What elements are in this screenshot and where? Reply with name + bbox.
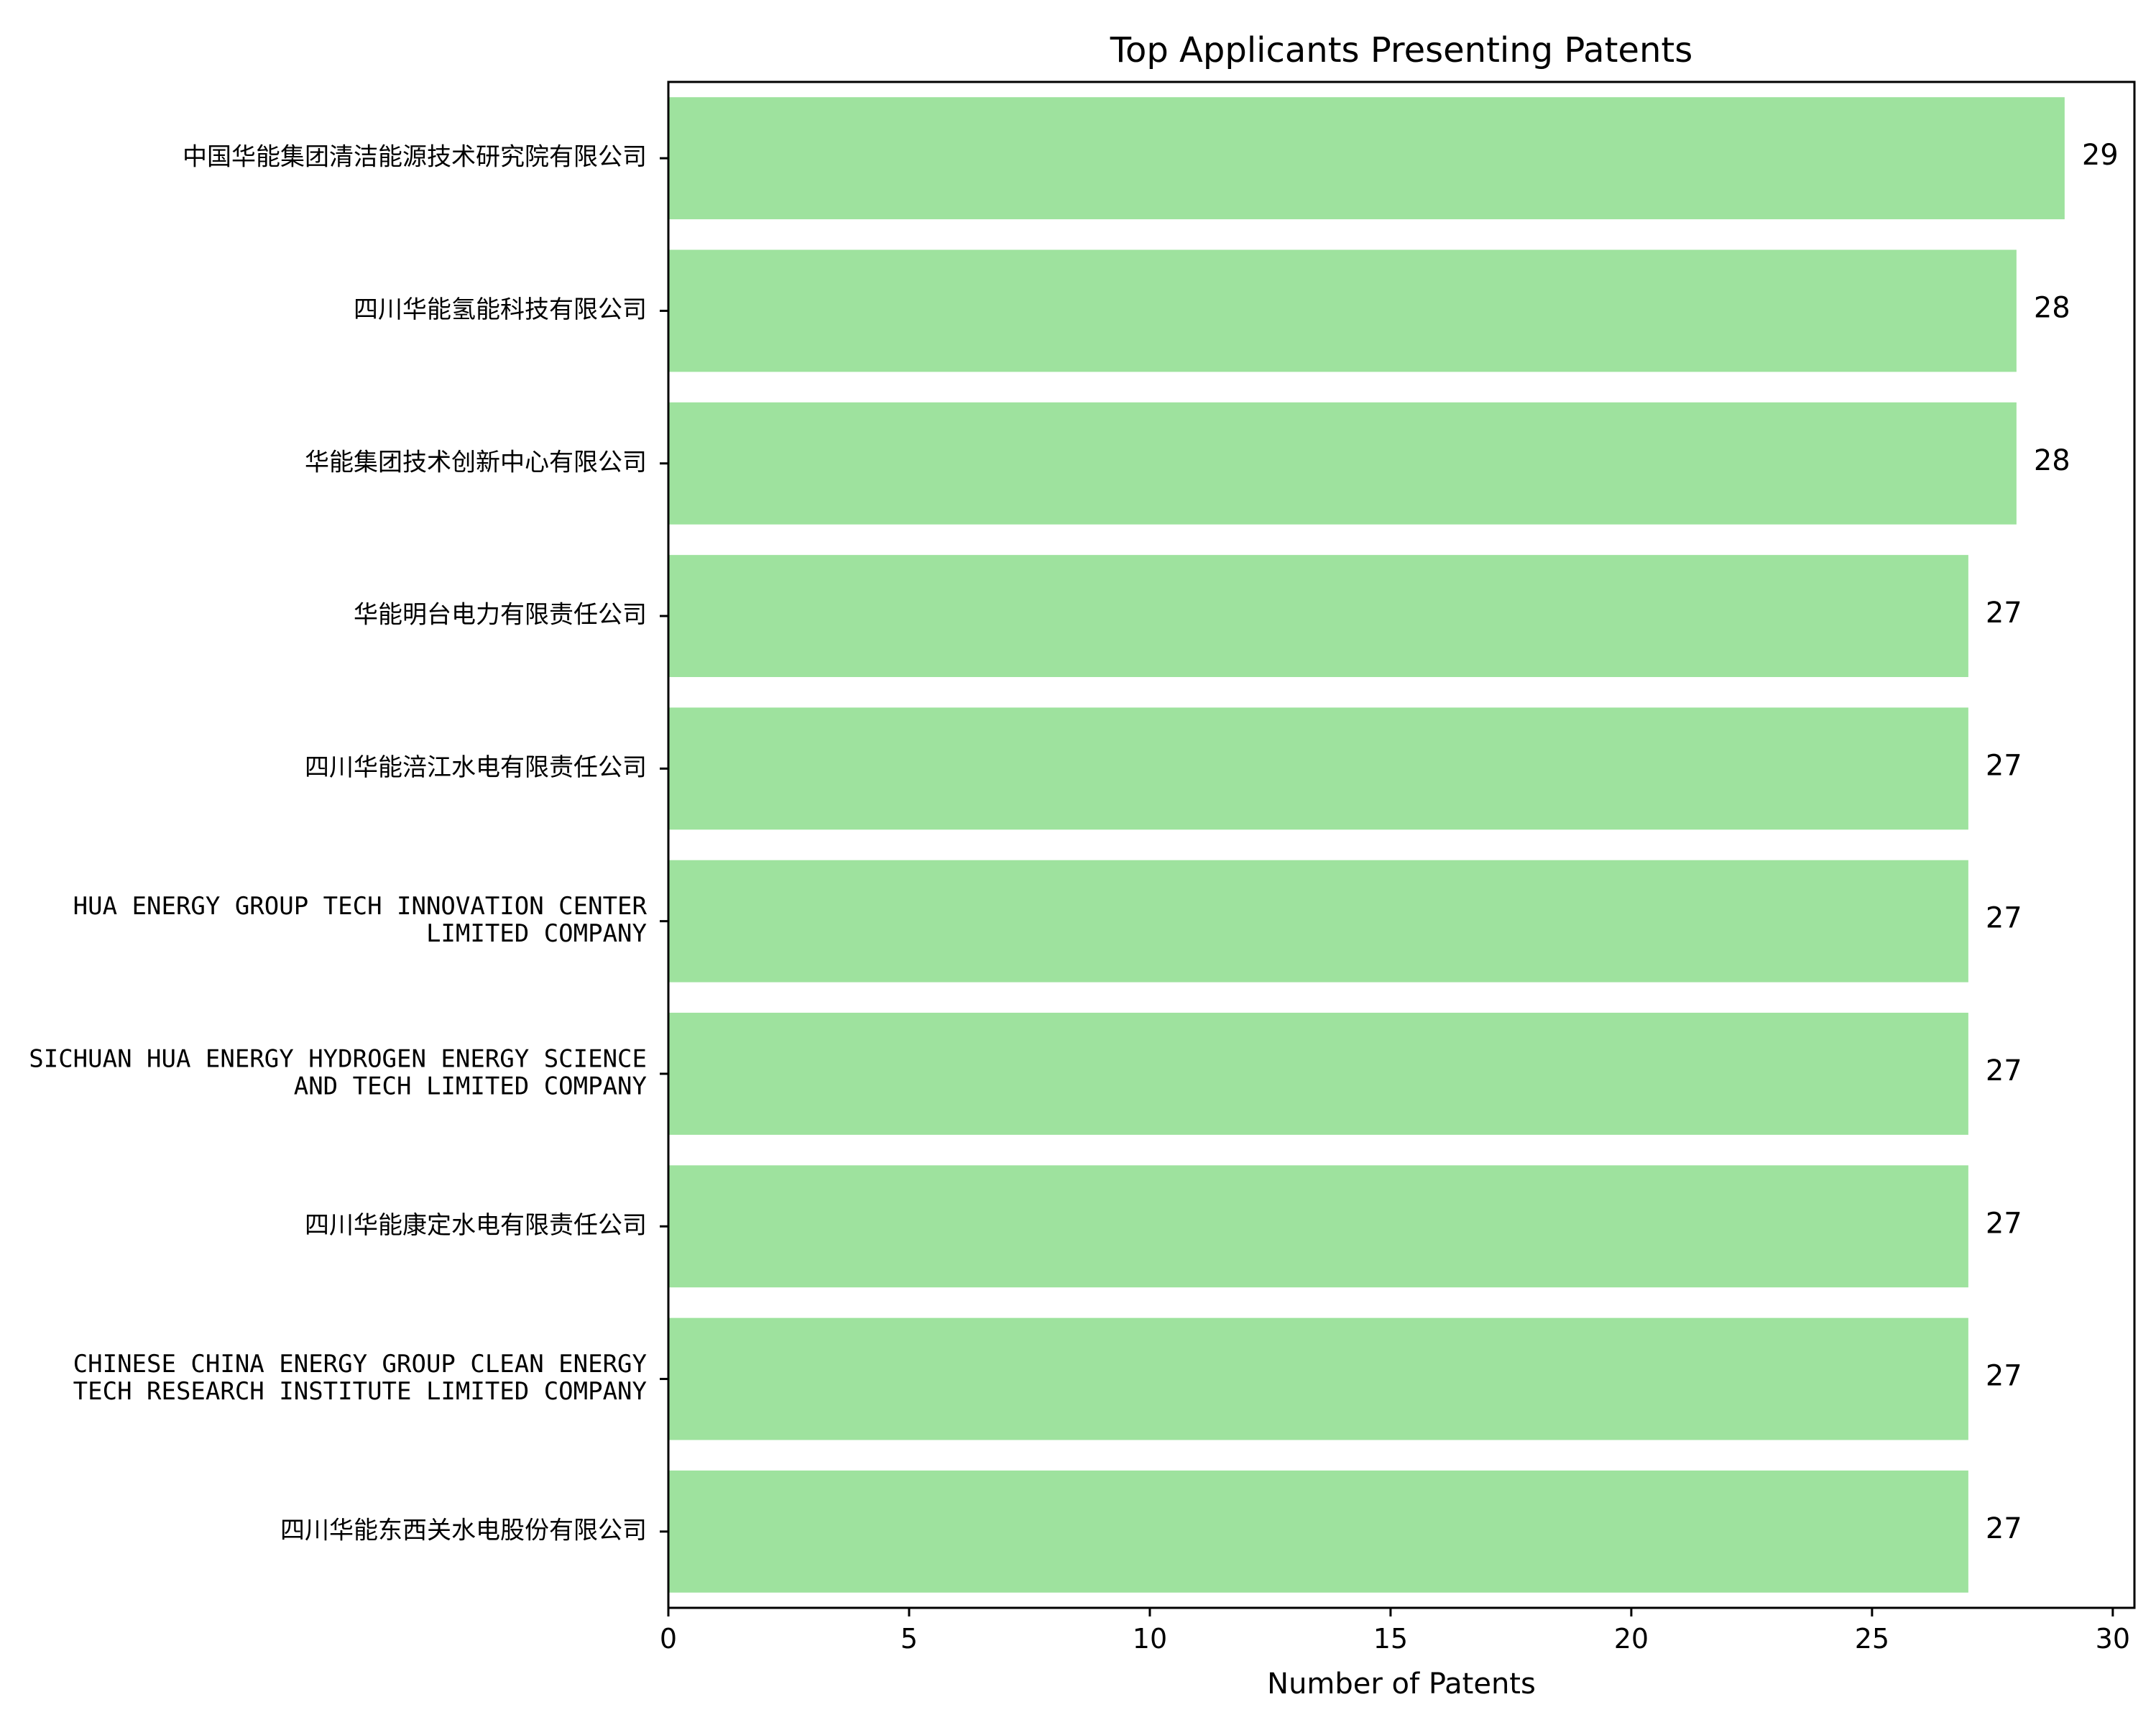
x-axis-ticks: 0 5 10 15 20 25 30 [660, 1608, 2130, 1655]
data-label-7: 27 [1986, 1054, 2022, 1087]
x-tick-label-25: 25 [1855, 1623, 1889, 1655]
data-label-1: 29 [2082, 139, 2119, 172]
bar-10 [668, 1471, 1968, 1593]
chart-title: Top Applicants Presenting Patents [1110, 30, 1692, 70]
category-label-4: 华能明台电力有限责任公司 [354, 601, 647, 630]
data-label-5: 27 [1986, 749, 2022, 782]
category-label-6: HUA ENERGY GROUP TECH INNOVATION CENTERL… [73, 892, 648, 948]
category-label-5: 四川华能涪江水电有限责任公司 [305, 753, 647, 782]
data-label-8: 27 [1986, 1207, 2022, 1240]
category-label-9: CHINESE CHINA ENERGY GROUP CLEAN ENERGYT… [73, 1350, 647, 1406]
data-label-2: 28 [2034, 291, 2070, 324]
bar-5 [668, 707, 1968, 829]
category-label-10: 四川华能东西关水电股份有限公司 [280, 1516, 647, 1545]
data-label-9: 27 [1986, 1360, 2022, 1393]
x-tick-label-10: 10 [1133, 1623, 1167, 1655]
category-label-1: 中国华能集团清洁能源技术研究院有限公司 [183, 143, 647, 172]
category-label-7: SICHUAN HUA ENERGY HYDROGEN ENERGY SCIEN… [29, 1044, 647, 1100]
bars-group [668, 97, 2065, 1593]
bar-8 [668, 1165, 1968, 1287]
category-label-8: 四川华能康定水电有限责任公司 [305, 1211, 647, 1240]
x-tick-label-30: 30 [2096, 1623, 2130, 1655]
bar-1 [668, 97, 2065, 219]
data-label-3: 28 [2034, 444, 2070, 477]
x-tick-label-5: 5 [900, 1623, 918, 1655]
data-label-6: 27 [1986, 902, 2022, 935]
category-labels: 中国华能集团清洁能源技术研究院有限公司四川华能氢能科技有限公司华能集团技术创新中… [29, 143, 668, 1545]
bar-2 [668, 250, 2017, 372]
category-label-2: 四川华能氢能科技有限公司 [354, 295, 647, 324]
bar-6 [668, 860, 1968, 983]
x-tick-label-20: 20 [1614, 1623, 1649, 1655]
data-label-4: 27 [1986, 597, 2022, 630]
bar-9 [668, 1318, 1968, 1440]
x-tick-label-15: 15 [1373, 1623, 1408, 1655]
x-tick-label-0: 0 [660, 1623, 677, 1655]
category-label-3: 华能集团技术创新中心有限公司 [305, 448, 647, 477]
bar-7 [668, 1013, 1968, 1135]
bar-4 [668, 555, 1968, 677]
bar-3 [668, 402, 2017, 525]
data-label-10: 27 [1986, 1512, 2022, 1545]
x-axis-label: Number of Patents [1267, 1668, 1536, 1701]
